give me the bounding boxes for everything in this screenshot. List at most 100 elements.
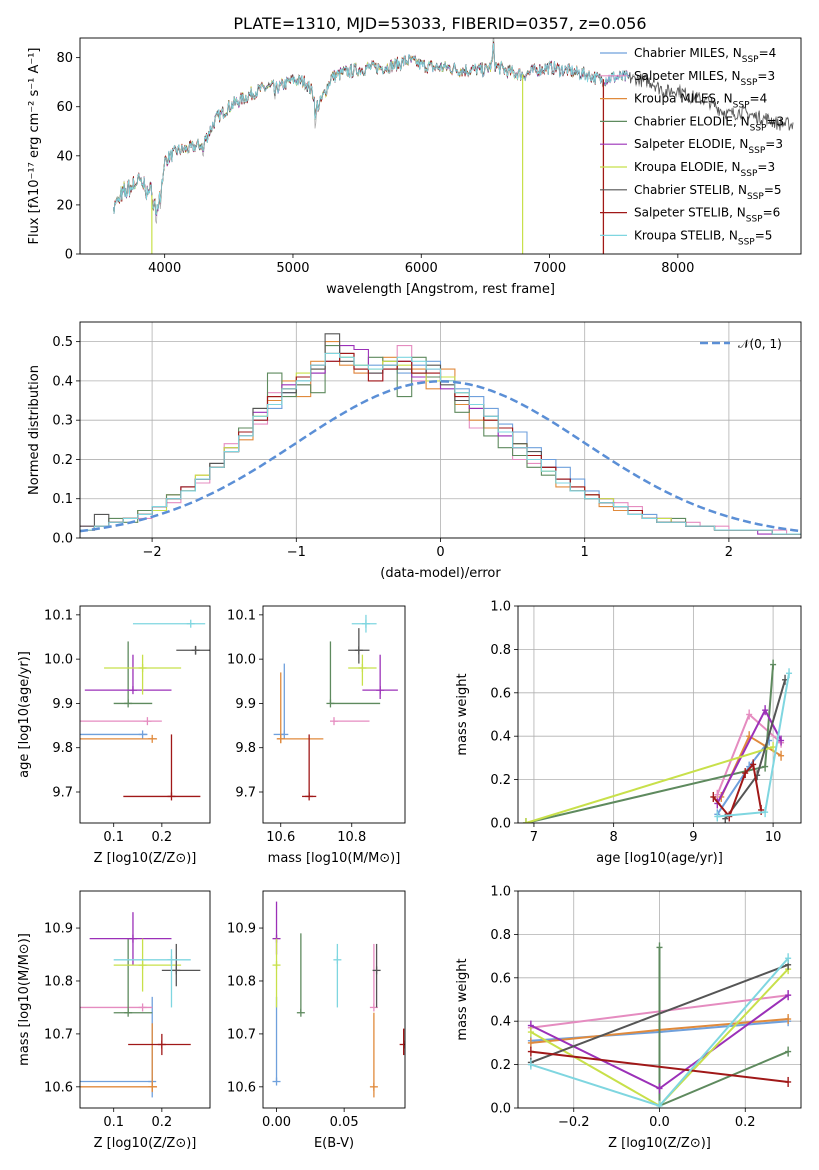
legend-subscript: SSP	[738, 237, 755, 247]
x-tick-label: 0.0	[649, 1115, 670, 1130]
y-axis-label: Normed distribution	[27, 365, 42, 495]
x-tick-label: 10	[765, 830, 782, 845]
x-tick-label: 6000	[405, 261, 438, 276]
point-chabrier_miles	[273, 663, 289, 739]
plot-area	[80, 322, 801, 538]
legend-subscript: SSP	[748, 146, 765, 156]
point-salpeter_stelib	[302, 734, 317, 801]
legend-label-text: Kroupa STELIB, N	[634, 228, 738, 242]
axes-frame	[79, 321, 802, 539]
legend-label-kroupa_stelib: Kroupa STELIB, NSSP=5	[634, 228, 772, 247]
y-axis-label: mass weight	[455, 958, 470, 1040]
weight-line-kroupa_stelib	[717, 673, 790, 818]
legend-n-value: =5	[755, 228, 773, 242]
model-spectrum-kroupa_elodie	[113, 42, 523, 215]
legend-label-chabrier_elodie: Chabrier ELODIE, NSSP=3	[634, 114, 784, 133]
plot-area	[80, 912, 201, 1098]
x-tick-label: 0.1	[103, 830, 124, 845]
legend-label-kroupa_miles: Kroupa MILES, NSSP=4	[634, 92, 767, 111]
y-tick-label: 0.0	[490, 817, 511, 832]
point-kroupa_stelib	[351, 614, 377, 633]
y-tick-label: 10.9	[227, 922, 256, 937]
legend-n-value: =4	[750, 92, 768, 106]
x-tick-label: −0.2	[558, 1115, 590, 1130]
x-axis-label: (data-model)/error	[380, 566, 501, 581]
x-tick-label: 7	[530, 830, 538, 845]
y-tick-label: 9.7	[52, 786, 73, 801]
y-tick-label: 9.9	[52, 697, 73, 712]
y-tick-label: 0.2	[490, 773, 511, 788]
panel-7: 0.00 0.05 10.6 10.7 10.8 10.9 E(B-V)	[227, 890, 406, 1151]
y-tick-label: 9.8	[235, 741, 256, 756]
legend-subscript: SSP	[742, 55, 759, 65]
y-tick-label: 10.6	[227, 1080, 256, 1095]
x-tick-label: −2	[143, 545, 162, 560]
x-tick-label: 0.2	[152, 1115, 173, 1130]
histogram-kroupa_stelib	[80, 352, 801, 535]
y-tick-label: 40	[56, 149, 73, 164]
legend-subscript: SSP	[746, 215, 763, 225]
x-axis-label: E(B-V)	[314, 1136, 354, 1151]
x-axis-label: Z [log10(Z/Z⊙)]	[608, 1136, 711, 1151]
axes-frame	[262, 890, 406, 1109]
y-tick-label: 10.8	[44, 974, 73, 989]
y-tick-label: 0.5	[52, 335, 73, 350]
legend-n-value: =3	[757, 69, 775, 83]
plot-area	[80, 619, 210, 801]
point-kroupa_elodie	[348, 654, 377, 686]
model-spectrum-kroupa_miles	[113, 42, 604, 216]
y-tick-label: 9.9	[235, 697, 256, 712]
x-tick-label: 4000	[148, 261, 181, 276]
weight-line-kroupa_elodie	[525, 746, 774, 823]
y-tick-label: 0	[65, 248, 73, 263]
x-tick-label: −1	[287, 545, 306, 560]
x-tick-label: 0.2	[152, 830, 173, 845]
y-tick-label: 0.6	[490, 971, 511, 986]
axes-frame	[517, 605, 802, 824]
point-kroupa_miles	[369, 1012, 378, 1098]
legend-subscript: SSP	[750, 123, 767, 133]
x-axis-label: age [log10(age/yr)]	[596, 851, 723, 866]
x-axis-label: Z [log10(Z/Z⊙)]	[94, 851, 197, 866]
legend-subscript: SSP	[741, 169, 758, 179]
x-tick-label: 8000	[661, 261, 694, 276]
axes-frame	[262, 605, 406, 824]
axes-frame	[79, 37, 802, 255]
y-tick-label: 10.1	[227, 608, 256, 623]
point-chabrier_elodie	[113, 641, 153, 708]
panel-3: 0.1 0.2 9.7 9.8 9.9 10.0 10.1 Z [log10(Z/Z⊙)] ag…	[17, 605, 211, 866]
point-salpeter_elodie	[84, 654, 172, 695]
point-chabrier_miles	[80, 730, 148, 739]
legend-label-text: Chabrier MILES, N	[634, 46, 742, 60]
y-tick-label: 0.8	[490, 643, 511, 658]
model-spectrum-kroupa_stelib	[113, 43, 630, 216]
y-tick-label: 10.1	[44, 608, 73, 623]
legend-n-value: =3	[766, 114, 784, 128]
y-axis-label: mass weight	[455, 673, 470, 755]
y-tick-label: 10.6	[44, 1080, 73, 1095]
point-chabrier_elodie	[113, 938, 153, 1017]
point-chabrier_elodie	[296, 933, 305, 1017]
point-kroupa_miles	[276, 672, 324, 744]
y-tick-label: 10.0	[227, 653, 256, 668]
y-tick-label: 0.4	[490, 730, 511, 745]
legend-label-chabrier_stelib: Chabrier STELIB, NSSP=5	[634, 183, 782, 202]
x-tick-label: 0	[436, 545, 444, 560]
point-kroupa_stelib	[333, 943, 342, 1008]
y-tick-label: 0.2	[52, 453, 73, 468]
y-tick-label: 9.7	[235, 786, 256, 801]
legend-n-value: =3	[757, 160, 775, 174]
panel-4: 10.6 10.8 9.7 9.8 9.9 10.0 10.1 mass [log10(M/M…	[227, 605, 406, 866]
axes-frame	[517, 890, 802, 1109]
plot-area	[273, 614, 398, 801]
x-tick-label: 0.05	[330, 1115, 359, 1130]
legend-label-salpeter_elodie: Salpeter ELODIE, NSSP=3	[634, 137, 783, 156]
point-chabrier_stelib	[372, 943, 381, 1008]
point-kroupa_elodie	[104, 654, 182, 695]
y-axis-label: Flux [fλ10⁻¹⁷ erg cm⁻² s⁻¹ A⁻¹]	[27, 48, 42, 245]
point-kroupa_miles	[80, 1023, 158, 1093]
legend-label-text: Salpeter ELODIE, N	[634, 137, 748, 151]
panel-5: 7 8 9 10 0.0 0.2 0.4 0.6 0.8 1.0 age [log10(age/yr…	[455, 600, 802, 866]
